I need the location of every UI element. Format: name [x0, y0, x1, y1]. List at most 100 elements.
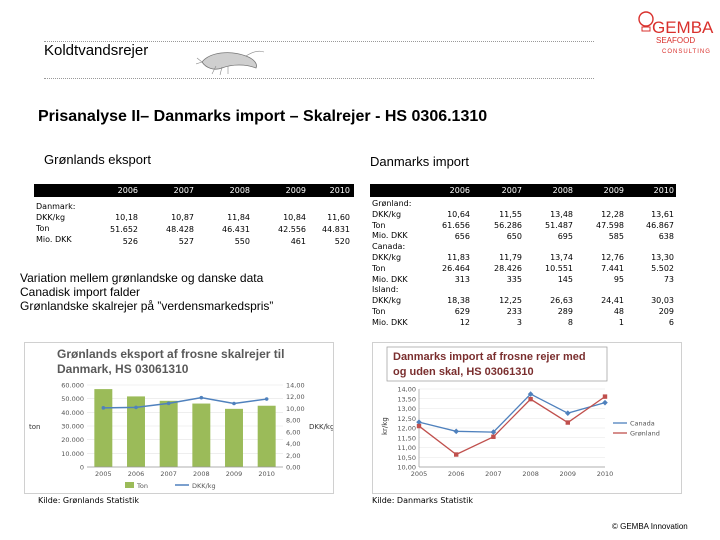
- table-cell: 209: [658, 307, 674, 316]
- y-tick-label: 10.000: [61, 450, 84, 458]
- data-point: [491, 434, 496, 439]
- table-cell: 26.464: [442, 264, 470, 273]
- y-tick-label: 11,00: [397, 444, 416, 452]
- x-tick-label: 2006: [128, 470, 145, 478]
- table-cell: 145: [557, 275, 573, 284]
- table-cell: 11,84: [227, 213, 250, 222]
- data-point: [232, 401, 236, 406]
- table-cell: 550: [234, 237, 250, 246]
- chart-title: og uden skal, HS 03061310: [393, 366, 534, 378]
- table-cell: 13,74: [550, 253, 573, 262]
- x-tick-label: 2005: [95, 470, 112, 478]
- data-point: [602, 394, 608, 399]
- series-line: [418, 396, 606, 456]
- table-cell: 44.831: [322, 225, 350, 234]
- series-line: [418, 393, 606, 433]
- y-tick-label: 12,50: [397, 415, 416, 423]
- year-header: 2010: [653, 186, 674, 195]
- table-cell: 526: [122, 237, 138, 246]
- x-tick-label: 2007: [485, 470, 502, 478]
- year-header: 2008: [229, 186, 250, 195]
- table-cell: 30,03: [651, 296, 674, 305]
- table-header-row: 2006 2007 2008 2009 2010: [34, 184, 354, 197]
- year-header: 2006: [117, 186, 138, 195]
- y-axis-label: kr/kg: [381, 417, 389, 435]
- table-cell: 656: [454, 232, 470, 241]
- data-point: [565, 420, 570, 425]
- table-cell: 289: [557, 307, 573, 316]
- bullet-list: Variation mellem grønlandske og danske d…: [20, 271, 273, 313]
- legend-label: DKK/kg: [192, 482, 216, 490]
- x-tick-label: 2009: [226, 470, 243, 478]
- table-cell: 10.551: [545, 264, 573, 273]
- table-cell: 51.652: [110, 225, 138, 234]
- chart-title-box: [386, 346, 608, 382]
- chart-title: Danmarks import af frosne rejer med: [393, 351, 586, 363]
- header-divider-bottom: [44, 78, 594, 79]
- table-cell: 13,48: [550, 210, 573, 219]
- table-cell: 313: [454, 275, 470, 284]
- table-cell: 695: [557, 232, 573, 241]
- data-point: [528, 396, 533, 402]
- copyright: © GEMBA Innovation: [612, 522, 688, 531]
- table-cell: 233: [506, 307, 522, 316]
- table-cell: 24,41: [601, 296, 624, 305]
- y-tick-label: 0: [80, 464, 84, 472]
- y2-tick-label: 6,00: [286, 428, 300, 436]
- y-tick-label: 11,50: [397, 434, 416, 442]
- data-point: [264, 397, 269, 401]
- data-point: [134, 405, 138, 410]
- table-cell: 10,64: [447, 210, 470, 219]
- x-tick-label: 2009: [560, 470, 577, 478]
- year-header: 2009: [603, 186, 624, 195]
- table-cell: 650: [506, 232, 522, 241]
- y-tick-label: 13,00: [397, 405, 416, 413]
- y-tick-label: 30.000: [61, 423, 84, 431]
- y-tick-label: 10,00: [397, 464, 416, 472]
- data-point: [416, 423, 422, 429]
- bullet-item: Canadisk import falder: [20, 285, 141, 299]
- y-tick-label: 60.000: [61, 382, 84, 390]
- header-title: Koldtvandsrejer: [44, 42, 149, 59]
- year-header: 2010: [329, 186, 350, 195]
- year-header: 2008: [552, 186, 573, 195]
- x-tick-label: 2006: [448, 470, 465, 478]
- bar: [192, 403, 211, 467]
- table-cell: 51.487: [545, 221, 573, 230]
- table-cell: 1: [618, 318, 624, 327]
- y-tick-label: 40.000: [61, 409, 84, 417]
- year-header: 2007: [173, 186, 194, 195]
- x-tick-label: 2010: [258, 470, 275, 478]
- row-labels: Danmark: DKK/kg Ton Mio. DKK: [36, 202, 76, 244]
- table-cell: 7.441: [601, 264, 624, 273]
- data-point: [565, 410, 571, 416]
- table-cell: 335: [506, 275, 522, 284]
- x-tick-label: 2005: [411, 470, 428, 478]
- y2-tick-label: 4,00: [286, 440, 300, 448]
- table-cell: 11,55: [499, 210, 522, 219]
- y-tick-label: 50.000: [61, 395, 84, 403]
- table-cell: 6: [668, 318, 674, 327]
- source-note: Kilde: Danmarks Statistik: [372, 496, 474, 505]
- y2-tick-label: 14,00: [286, 382, 305, 390]
- table-cell: 10,18: [115, 213, 138, 222]
- table-header-row: 2006 2007 2008 2009 2010: [370, 184, 676, 197]
- slide-title: Prisanalyse II– Danmarks import – Skalre…: [38, 108, 488, 125]
- table-cell: 46.431: [222, 225, 250, 234]
- table-cell: 12: [459, 318, 470, 327]
- table-cell: 11,79: [499, 253, 522, 262]
- data-point: [199, 395, 204, 400]
- data-point: [416, 419, 422, 425]
- denmark-import-table: 2006 2007 2008 2009 2010 Grønland: DKK/k…: [370, 184, 676, 332]
- table-cell: 48.428: [166, 225, 194, 234]
- data-point: [454, 452, 459, 457]
- table-cell: 585: [608, 232, 624, 241]
- table-cell: 8: [567, 318, 573, 327]
- table-cell: 12,76: [601, 253, 624, 262]
- logo-seafood: SEAFOOD: [656, 36, 695, 45]
- bar: [257, 405, 276, 467]
- shrimp-icon: [196, 50, 265, 76]
- table-cell: 47.598: [596, 221, 624, 230]
- greenland-export-chart: Grønlands eksport af frosne skalrejer ti…: [24, 342, 334, 494]
- table-cell: 11,83: [447, 253, 470, 262]
